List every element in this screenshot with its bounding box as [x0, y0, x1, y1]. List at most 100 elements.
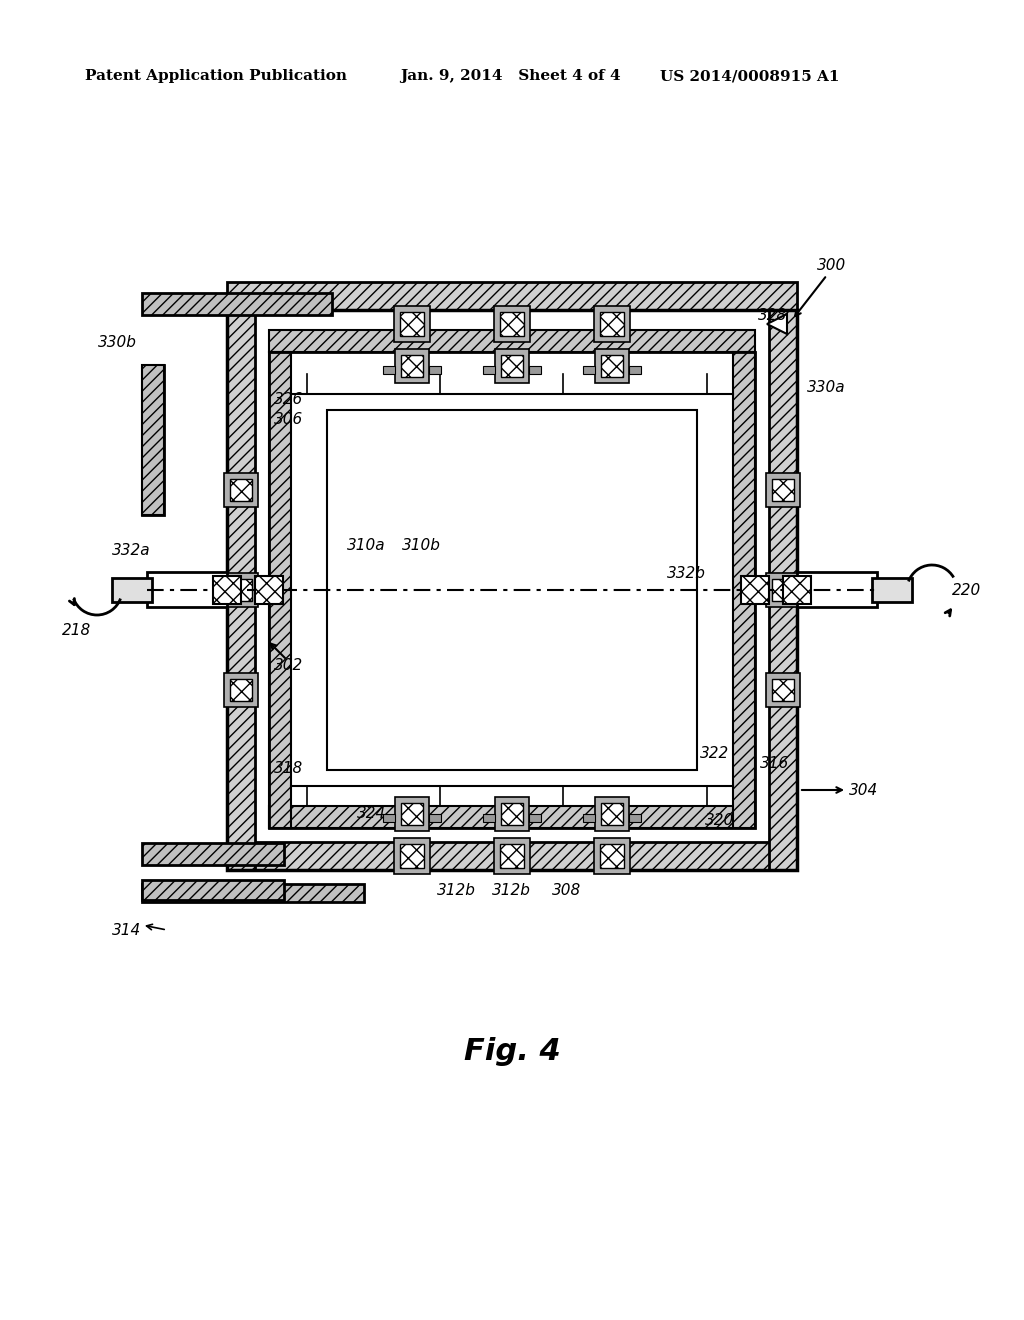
- Text: 300: 300: [817, 257, 846, 273]
- Text: Jan. 9, 2014   Sheet 4 of 4: Jan. 9, 2014 Sheet 4 of 4: [400, 69, 621, 83]
- Text: Fig. 4: Fig. 4: [464, 1038, 560, 1067]
- Bar: [213, 576, 241, 605]
- Bar: [783, 576, 811, 605]
- Bar: [401, 355, 423, 378]
- Bar: [269, 807, 755, 828]
- Text: 218: 218: [62, 623, 91, 638]
- Bar: [494, 838, 530, 874]
- Bar: [501, 313, 523, 335]
- Bar: [583, 366, 595, 374]
- Bar: [142, 293, 332, 315]
- Bar: [483, 814, 495, 822]
- Bar: [224, 473, 258, 507]
- Bar: [797, 572, 877, 607]
- Bar: [224, 573, 258, 607]
- Bar: [872, 578, 912, 602]
- Bar: [600, 313, 624, 335]
- Text: 322: 322: [700, 746, 729, 762]
- Bar: [224, 673, 258, 708]
- Bar: [772, 579, 794, 601]
- Text: 316: 316: [760, 756, 790, 771]
- Bar: [595, 797, 629, 832]
- Text: 330a: 330a: [807, 380, 846, 395]
- Bar: [772, 678, 794, 701]
- Bar: [112, 578, 152, 602]
- Bar: [142, 366, 164, 515]
- Bar: [429, 366, 441, 374]
- Bar: [230, 479, 252, 502]
- Bar: [383, 814, 395, 822]
- Bar: [600, 845, 624, 867]
- Text: 302: 302: [274, 657, 303, 673]
- Text: Patent Application Publication: Patent Application Publication: [85, 69, 347, 83]
- Text: 310a: 310a: [347, 539, 386, 553]
- Bar: [230, 678, 252, 701]
- Text: 306: 306: [274, 412, 303, 426]
- Polygon shape: [767, 314, 787, 334]
- Bar: [766, 573, 800, 607]
- Bar: [629, 814, 641, 822]
- Text: 318: 318: [274, 762, 303, 776]
- Text: 312b: 312b: [492, 883, 530, 898]
- Bar: [227, 282, 797, 310]
- Bar: [494, 306, 530, 342]
- Text: 324: 324: [357, 807, 386, 821]
- Text: 304: 304: [849, 783, 879, 799]
- Bar: [269, 330, 755, 352]
- Text: 332b: 332b: [667, 566, 706, 581]
- Bar: [594, 838, 630, 874]
- Bar: [142, 884, 364, 902]
- Bar: [595, 348, 629, 383]
- Bar: [394, 306, 430, 342]
- Bar: [529, 814, 541, 822]
- Bar: [501, 803, 523, 825]
- Bar: [766, 673, 800, 708]
- Bar: [227, 310, 255, 870]
- Text: 310b: 310b: [402, 539, 441, 553]
- Bar: [255, 576, 283, 605]
- Bar: [501, 845, 523, 867]
- Text: 320: 320: [705, 813, 734, 828]
- Bar: [601, 355, 623, 378]
- Bar: [142, 366, 164, 515]
- Bar: [227, 310, 797, 870]
- Bar: [769, 310, 797, 870]
- Bar: [269, 352, 755, 828]
- Bar: [594, 306, 630, 342]
- Text: 332a: 332a: [112, 543, 151, 558]
- Bar: [733, 352, 755, 828]
- Bar: [227, 842, 797, 870]
- Bar: [741, 576, 769, 605]
- Bar: [142, 843, 284, 865]
- Bar: [495, 348, 529, 383]
- Bar: [147, 572, 227, 607]
- Bar: [772, 479, 794, 502]
- Bar: [395, 348, 429, 383]
- Bar: [495, 797, 529, 832]
- Text: US 2014/0008915 A1: US 2014/0008915 A1: [660, 69, 840, 83]
- Bar: [429, 814, 441, 822]
- Bar: [400, 313, 424, 335]
- Bar: [401, 803, 423, 825]
- Text: 326: 326: [274, 392, 303, 407]
- Bar: [230, 579, 252, 601]
- Text: 330b: 330b: [98, 335, 137, 350]
- Bar: [529, 366, 541, 374]
- Bar: [601, 803, 623, 825]
- Bar: [394, 838, 430, 874]
- Text: 328: 328: [758, 308, 787, 323]
- Bar: [629, 366, 641, 374]
- Text: 220: 220: [952, 583, 981, 598]
- Bar: [583, 814, 595, 822]
- Bar: [766, 473, 800, 507]
- Bar: [269, 352, 291, 828]
- Text: 308: 308: [552, 883, 582, 898]
- Text: 312b: 312b: [437, 883, 476, 898]
- Bar: [501, 355, 523, 378]
- Bar: [327, 411, 697, 770]
- Text: 314: 314: [112, 923, 141, 939]
- Bar: [383, 366, 395, 374]
- Bar: [400, 845, 424, 867]
- Bar: [142, 880, 284, 900]
- Bar: [483, 366, 495, 374]
